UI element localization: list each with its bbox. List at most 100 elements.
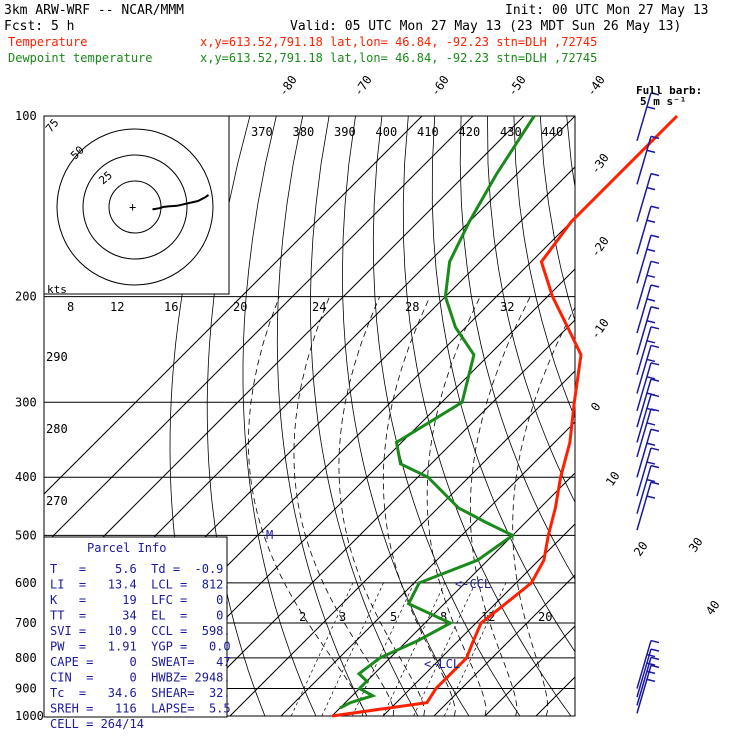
isotherm-label: -40 — [584, 73, 608, 99]
theta-label: 410 — [417, 125, 439, 139]
isotherm-label: 40 — [703, 598, 723, 618]
moist-adiabat — [512, 306, 575, 716]
mixing-ratio-line — [443, 582, 507, 716]
wind-barb-staff — [636, 378, 652, 428]
wind-barb-flag — [650, 284, 660, 288]
ring-scale-label: 24 — [312, 300, 326, 314]
wind-barb-staff — [636, 665, 652, 714]
wind-barb-staff — [636, 173, 652, 222]
wind-barb-staff — [636, 640, 652, 689]
dewpoint-legend: Dewpoint temperature — [8, 51, 153, 65]
wind-barb-staff — [636, 648, 652, 698]
mixing-ratio-line — [321, 582, 384, 716]
wind-barb-flag — [646, 219, 656, 223]
isotherm-line — [280, 421, 575, 716]
pressure-label-900: 900 — [15, 682, 37, 696]
moist-adiabat — [382, 296, 456, 716]
isotherm-line — [229, 370, 575, 716]
wind-barb-flag — [650, 481, 660, 485]
isotherm-line — [587, 116, 740, 716]
isotherm-label: -20 — [588, 234, 612, 260]
wind-barb-flag — [650, 393, 660, 398]
wind-barb-flag — [646, 358, 656, 363]
wind-barb-staff — [636, 394, 652, 443]
isotherm-label: -50 — [505, 73, 529, 99]
dry-adiabat — [620, 116, 740, 716]
mixing-ratio-line — [382, 582, 446, 716]
ring-scale-label: 8 — [67, 300, 74, 314]
dry-adiabat — [593, 116, 740, 716]
wind-barb-flag — [650, 344, 660, 349]
mixing-ratio-line — [290, 582, 354, 716]
wind-barb-flag — [650, 362, 660, 366]
valid-time: Valid: 05 UTC Mon 27 May 13 (23 MDT Sun … — [290, 19, 681, 34]
wind-barb-staff — [636, 345, 652, 394]
parcel-info-row: CIN = 0 HWBZ= 2948. — [50, 671, 231, 685]
theta-left-label: 280 — [46, 422, 68, 436]
wind-barb-flag — [650, 639, 660, 644]
wind-barb-staff — [636, 481, 652, 531]
isotherm-line — [44, 116, 474, 546]
init-time: Init: 00 UTC Mon 27 May 13 — [505, 3, 709, 18]
wind-barb-flag — [646, 478, 656, 483]
wind-barb-staff — [636, 447, 652, 497]
dry-adiabat — [487, 116, 575, 503]
temperature-legend: Temperature — [8, 35, 87, 49]
hodograph-origin: + — [129, 200, 136, 214]
wind-barb-flag — [646, 298, 656, 302]
pressure-label-1000: 1000 — [15, 709, 44, 723]
wind-barb-flag — [650, 428, 660, 432]
wind-barb-staff — [636, 306, 652, 355]
wind-barb-staff — [636, 92, 652, 142]
theta-left-label: 270 — [46, 494, 68, 508]
isotherm-line — [178, 319, 575, 716]
moist-adiabat — [293, 296, 395, 716]
model-title: 3km ARW-WRF -- NCAR/MMM — [4, 3, 184, 18]
parcel-info-row: CAPE = 0 SWEAT= 47 — [50, 655, 231, 669]
isotherm-line — [484, 625, 575, 716]
wind-barb-flag — [650, 664, 660, 669]
parcel-info-row: LI = 13.4 LCL = 812. — [50, 578, 231, 592]
isotherm-line — [44, 116, 423, 495]
parcel-info-row: CELL = 264/14 — [50, 717, 144, 731]
wind-barb-flag — [650, 656, 660, 661]
theta-left-label: 290 — [46, 350, 68, 364]
parcel-info-row: SVI = 10.9 CCL = 598. — [50, 624, 231, 638]
isotherm-label: -10 — [588, 316, 612, 342]
wind-barb-flag — [650, 326, 660, 330]
isotherm-line — [382, 523, 575, 716]
mixing-ratio-line — [352, 582, 415, 716]
wind-barb-flag — [646, 495, 656, 499]
forecast-hour: Fcst: 5 h — [4, 19, 74, 34]
wind-barb-flag — [650, 378, 660, 382]
parcel-info-row: K = 19 LFC = 0. — [50, 593, 231, 607]
pressure-label-700: 700 — [15, 616, 37, 630]
wind-barb-staff — [636, 261, 652, 310]
wind-barb-flag — [650, 205, 660, 209]
mixing-ratio-label: 5 — [390, 610, 397, 624]
wind-barb-flag — [650, 260, 660, 265]
dry-adiabat — [513, 116, 575, 420]
wind-barb-flag — [650, 172, 660, 177]
mixing-ratio-line — [413, 582, 476, 716]
isotherm-label: 20 — [631, 539, 651, 559]
wind-barb-staff — [636, 284, 652, 334]
wind-barb-flag — [646, 653, 656, 658]
isotherm-label: 10 — [603, 469, 623, 489]
ring-scale-label: 12 — [110, 300, 124, 314]
moist-adiabat — [469, 296, 531, 716]
theta-label: 370 — [251, 125, 273, 139]
barb-legend-value: 5 m s⁻¹ — [640, 95, 686, 108]
dry-adiabat — [699, 116, 740, 716]
dry-adiabat — [725, 116, 740, 716]
m-marker: M — [266, 528, 273, 542]
wind-barb-staff — [636, 206, 652, 255]
pressure-label-800: 800 — [15, 651, 37, 665]
ring-scale-label: 16 — [164, 300, 178, 314]
wind-barb-flag — [646, 149, 656, 154]
isotherm-line — [433, 574, 575, 716]
wind-barb-staff — [636, 657, 652, 706]
isotherm-line — [127, 268, 575, 716]
lcl-marker: <-LCL — [424, 657, 460, 671]
wind-barb-flag — [646, 376, 656, 380]
